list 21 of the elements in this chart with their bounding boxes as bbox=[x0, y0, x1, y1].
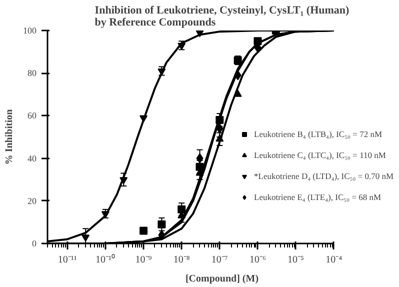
y-axis-title: % Inhibition bbox=[4, 108, 15, 165]
x-axis-title: [Compound] (M) bbox=[185, 274, 259, 284]
legend-label: *Leukotriene D₄ (LTD₄), IC₅₀ = 0.70 nM bbox=[254, 170, 394, 182]
x-tick-label: 10⁻⁵ bbox=[288, 254, 304, 266]
x-tick-label: 10⁻⁸ bbox=[173, 254, 190, 266]
y-tick-label: 60 bbox=[28, 110, 37, 121]
y-tick-label: 40 bbox=[28, 153, 37, 164]
x-tick-label: 10⁻¹⁰ bbox=[95, 254, 116, 266]
x-tick-label: 10⁻⁴ bbox=[326, 254, 343, 266]
legend-label: Leukotriene E₄ (LTE₄), IC₅₀ = 68 nM bbox=[254, 191, 382, 203]
x-tick-label: 10⁻⁶ bbox=[249, 254, 266, 266]
legend-label: Leukotriene C₄ (LTC₄), IC₅₀ = 110 nM bbox=[254, 149, 386, 161]
y-tick-label: 0 bbox=[32, 238, 37, 248]
y-tick-label: 100 bbox=[23, 26, 37, 36]
x-tick-label: 10⁻⁹ bbox=[135, 254, 152, 266]
x-tick-label: 10⁻¹¹ bbox=[58, 254, 77, 266]
y-tick-label: 80 bbox=[28, 68, 37, 78]
legend-label: Leukotriene B₄ (LTB₄), IC₅₀ = 72 nM bbox=[254, 128, 382, 140]
y-tick-label: 20 bbox=[28, 196, 37, 206]
x-tick-label: 10⁻⁷ bbox=[211, 254, 228, 266]
chart-title: Inhibition of Leukotriene, Cysteinyl, CysLT₁ (Human) by Reference Compounds bbox=[94, 4, 350, 28]
